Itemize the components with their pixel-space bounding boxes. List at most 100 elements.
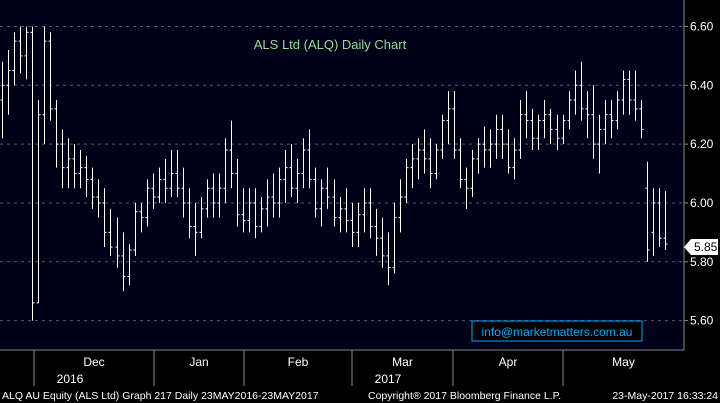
price-bar: [54, 100, 59, 168]
price-bar: [175, 150, 180, 198]
price-bar: [169, 150, 174, 198]
footer-center: Copyright® 2017 Bloomberg Finance L.P.: [368, 390, 561, 402]
price-bar: [350, 202, 355, 248]
y-tick-label: 5.80: [690, 255, 714, 269]
price-bar: [66, 138, 71, 189]
price-bar: [548, 108, 553, 145]
plot-area: [0, 0, 684, 350]
price-bar: [458, 138, 463, 189]
price-bar: [639, 100, 644, 139]
price-bar: [289, 144, 294, 198]
price-bar: [121, 232, 126, 292]
price-bar: [392, 202, 397, 274]
gridlines: [0, 25, 684, 322]
x-month-label: Dec: [83, 355, 104, 369]
price-bar: [78, 150, 83, 189]
price-bar: [542, 100, 547, 139]
price-bar: [96, 179, 101, 218]
footer-left: ALQ AU Equity (ALS Ltd) Graph 217 Daily …: [2, 390, 319, 402]
price-bar: [139, 202, 144, 233]
price-bar: [585, 91, 590, 139]
price-bars: [0, 26, 668, 321]
price-bar: [36, 100, 41, 304]
price-bar: [157, 167, 162, 203]
price-bar: [163, 158, 168, 203]
price-bar: [313, 167, 318, 218]
price-bar: [500, 114, 505, 159]
price-bar: [0, 61, 5, 139]
price-bar: [561, 114, 566, 145]
price-bar: [524, 91, 529, 139]
price-bar: [18, 26, 23, 74]
price-bar: [621, 70, 626, 115]
last-price-label: 5.85: [694, 240, 718, 254]
price-bar: [494, 114, 499, 159]
price-bar: [241, 188, 246, 233]
price-bar: [193, 202, 198, 256]
price-bar: [398, 179, 403, 233]
chart-title: ALS Ltd (ALQ) Daily Chart: [254, 37, 407, 52]
price-bar: [223, 138, 228, 203]
price-bar: [645, 161, 650, 262]
x-year-label: 2016: [57, 372, 84, 386]
price-bar: [60, 129, 65, 189]
price-bar: [416, 138, 421, 180]
y-tick-label: 6.60: [690, 19, 714, 33]
price-bar: [332, 179, 337, 227]
price-bar: [536, 114, 541, 150]
watermark-box: [471, 320, 643, 342]
price-bar: [30, 26, 35, 321]
price-bar: [102, 188, 107, 248]
price-bar: [530, 108, 535, 150]
price-bar: [428, 138, 433, 189]
price-bar: [452, 91, 457, 159]
price-bar: [440, 114, 445, 159]
price-bar: [217, 173, 222, 218]
x-axis: Dec 2016 Jan Feb Mar 2017 Apr May: [0, 349, 684, 386]
x-year-label: 2017: [375, 372, 402, 386]
y-axis: 6.60 6.40 6.20 6.00 5.80 5.60: [683, 0, 714, 350]
price-bar: [205, 179, 210, 218]
price-bar: [651, 188, 656, 256]
price-bar: [374, 208, 379, 256]
price-bar: [573, 70, 578, 115]
price-bar: [633, 70, 638, 121]
price-bar: [115, 217, 120, 268]
price-bar: [482, 126, 487, 168]
price-bar: [6, 50, 11, 115]
price-bar: [609, 100, 614, 139]
price-bar: [591, 85, 596, 159]
price-bar: [259, 197, 264, 233]
price-bar: [476, 138, 481, 174]
price-bar: [247, 188, 252, 233]
last-price-flag: 5.85: [684, 239, 718, 256]
price-bar: [603, 100, 608, 145]
price-bar: [404, 158, 409, 203]
x-month-label: Apr: [499, 355, 518, 369]
y-tick-label: 5.60: [690, 314, 714, 328]
price-bar: [181, 167, 186, 218]
price-bar: [12, 32, 17, 86]
price-bar: [265, 179, 270, 227]
price-bar: [307, 129, 312, 189]
price-bar: [410, 144, 415, 189]
price-bar: [301, 138, 306, 189]
price-bar: [362, 188, 367, 233]
footer: ALQ AU Equity (ALS Ltd) Graph 217 Daily …: [0, 386, 720, 403]
price-bar: [422, 129, 427, 174]
price-bar: [338, 197, 343, 233]
price-bar: [211, 173, 216, 218]
price-bar: [145, 179, 150, 227]
price-bar: [512, 138, 517, 180]
price-bar: [464, 167, 469, 209]
price-bar: [127, 244, 132, 286]
price-bar: [506, 129, 511, 174]
price-bar: [271, 173, 276, 218]
x-month-label: Jan: [189, 355, 208, 369]
footer-right: 23-May-2017 16:33:24: [612, 390, 718, 402]
watermark: info@marketmatters.com.au: [471, 320, 643, 342]
price-bar: [368, 188, 373, 239]
x-month-label: May: [612, 355, 635, 369]
x-month-label: Feb: [288, 355, 309, 369]
price-bar: [253, 188, 258, 239]
